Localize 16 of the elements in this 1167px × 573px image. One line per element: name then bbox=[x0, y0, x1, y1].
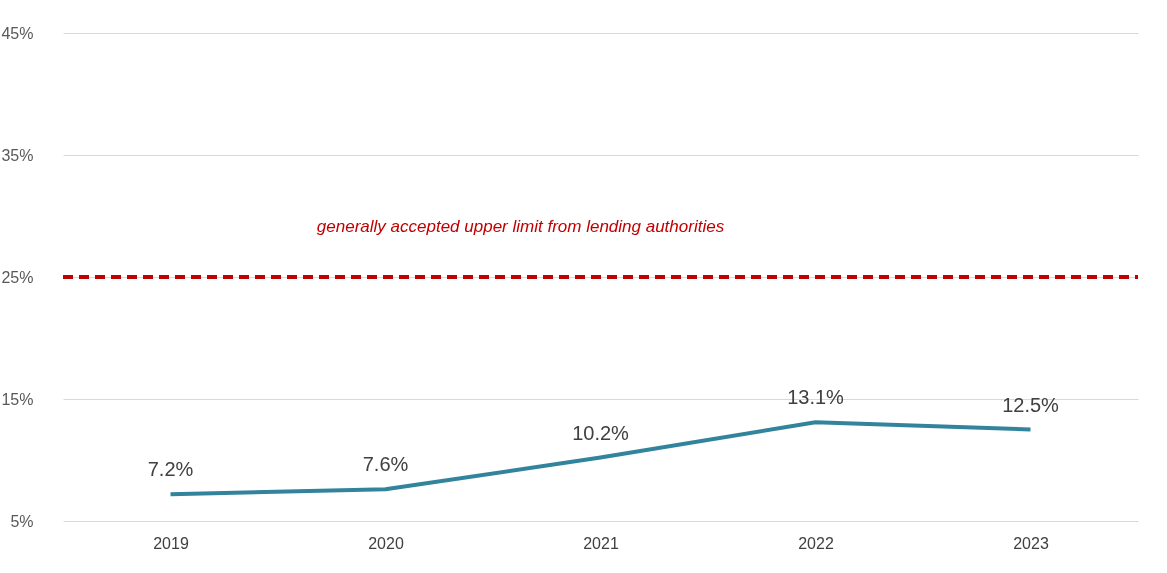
text: 12.5% bbox=[1002, 393, 1059, 416]
text: 10.2% bbox=[572, 421, 629, 444]
y-tick-label: 5% bbox=[10, 512, 34, 530]
x-tick-label: 2022 bbox=[798, 534, 834, 552]
x-tick-label: 2021 bbox=[583, 534, 619, 552]
y-tick-label: 15% bbox=[1, 390, 34, 408]
y-tick-label: 45% bbox=[1, 24, 34, 42]
text: 7.6% bbox=[362, 453, 409, 476]
ref-line-label: generally accepted upper limit from lending authorities bbox=[316, 217, 725, 236]
x-tick-label: 2023 bbox=[1013, 534, 1049, 552]
y-tick-label: 25% bbox=[1, 268, 34, 286]
text: 13.1% bbox=[787, 386, 844, 409]
x-tick-label: 2019 bbox=[153, 534, 189, 552]
x-tick-label: 2020 bbox=[368, 534, 404, 552]
y-tick-label: 35% bbox=[1, 146, 34, 164]
text: 7.2% bbox=[147, 458, 194, 481]
